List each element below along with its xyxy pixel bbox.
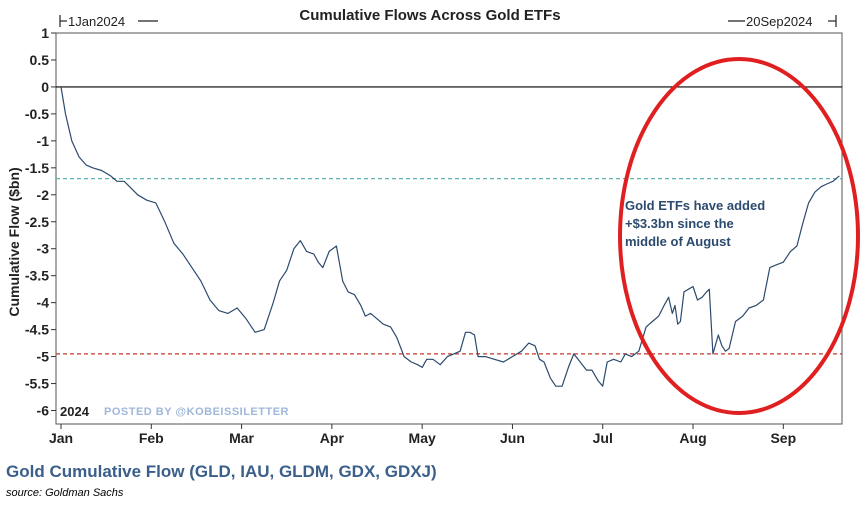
y-tick-label: -3.5 — [25, 268, 49, 284]
y-tick-label: -0.5 — [25, 106, 49, 122]
y-tick-label: -5 — [37, 349, 50, 365]
y-axis-ticks: 1 0.5 0 -0.5 -1 -1.5 -2 -2.5 -3 -3.5 -4 -4.5 -5 -5.5 -… — [25, 25, 56, 419]
highlight-ellipse — [618, 57, 860, 415]
start-date-label: 1Jan2024 — [68, 14, 125, 29]
y-tick-label: -3 — [37, 241, 50, 257]
x-tick-label: Jun — [500, 430, 525, 446]
annotation-line: Gold ETFs have added — [625, 198, 765, 213]
year-label: 2024 — [60, 404, 90, 419]
x-tick-label: Mar — [229, 430, 254, 446]
y-tick-label: 0.5 — [30, 52, 50, 68]
reference-lines — [56, 86, 842, 355]
y-tick-label: 1 — [41, 25, 49, 41]
x-tick-label: Apr — [320, 430, 345, 446]
chart-caption: Gold Cumulative Flow (GLD, IAU, GLDM, GD… — [6, 462, 437, 481]
chart-title: Cumulative Flows Across Gold ETFs — [299, 7, 560, 24]
plot-area — [55, 32, 843, 425]
y-tick-label: -1 — [37, 133, 50, 149]
annotation: Gold ETFs have added +$3.3bn since the mid… — [625, 198, 765, 249]
x-tick-label: Feb — [139, 430, 164, 446]
x-tick-label: Jul — [593, 430, 613, 446]
x-tick-label: May — [409, 430, 436, 446]
end-date-marker: 20Sep2024 — [728, 14, 837, 29]
y-tick-label: -5.5 — [25, 376, 49, 392]
source-note: source: Goldman Sachs — [6, 487, 124, 499]
x-tick-label: Jan — [49, 430, 73, 446]
y-tick-label: -2 — [37, 187, 50, 203]
end-date-label: 20Sep2024 — [746, 14, 813, 29]
y-tick-label: -1.5 — [25, 160, 49, 176]
x-axis-ticks: Jan Feb Mar Apr May Jun Jul Aug Sep — [49, 424, 796, 446]
start-date-marker: 1Jan2024 — [59, 14, 158, 29]
annotation-line: +$3.3bn since the — [625, 216, 734, 231]
chart: Cumulative Flows Across Gold ETFs 1Jan20… — [6, 7, 860, 446]
y-tick-label: -4.5 — [25, 322, 49, 338]
x-tick-label: Sep — [770, 430, 796, 446]
y-tick-label: -4 — [37, 295, 50, 311]
annotation-line: middle of August — [625, 234, 731, 249]
watermark: POSTED BY @KOBEISSILETTER — [104, 406, 289, 418]
y-tick-label: 0 — [41, 79, 49, 95]
y-tick-label: -6 — [37, 403, 50, 419]
y-tick-label: -2.5 — [25, 214, 49, 230]
series-line-gold-cumulative-flow — [60, 86, 840, 387]
x-tick-label: Aug — [679, 430, 706, 446]
y-axis-title: Cumulative Flow ($bn) — [6, 167, 22, 316]
